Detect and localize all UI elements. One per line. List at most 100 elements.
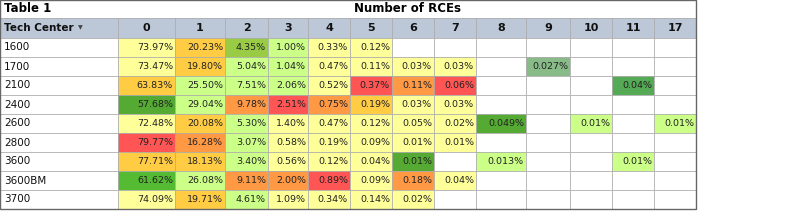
Bar bbox=[118, 133, 175, 152]
Text: 29.04%: 29.04% bbox=[187, 100, 223, 109]
Bar bbox=[0, 152, 118, 171]
Text: Table 1: Table 1 bbox=[4, 2, 51, 15]
Text: 3600: 3600 bbox=[4, 156, 30, 166]
Text: 3.07%: 3.07% bbox=[236, 138, 266, 147]
Text: 0.56%: 0.56% bbox=[276, 157, 306, 166]
Text: 2600: 2600 bbox=[4, 118, 30, 128]
Text: 0.33%: 0.33% bbox=[318, 43, 348, 52]
Bar bbox=[225, 133, 268, 152]
Bar bbox=[175, 18, 225, 38]
Bar bbox=[476, 38, 526, 57]
Text: 2400: 2400 bbox=[4, 99, 30, 109]
Text: 3700: 3700 bbox=[4, 194, 30, 204]
Bar bbox=[268, 114, 308, 133]
Text: 0.47%: 0.47% bbox=[318, 119, 348, 128]
Text: 16.28%: 16.28% bbox=[187, 138, 223, 147]
Text: 0.02%: 0.02% bbox=[444, 119, 474, 128]
Text: 61.62%: 61.62% bbox=[137, 176, 173, 185]
Bar bbox=[612, 152, 654, 171]
Text: 0.52%: 0.52% bbox=[318, 81, 348, 90]
Text: Tech Center: Tech Center bbox=[4, 23, 74, 33]
Bar bbox=[268, 171, 308, 190]
Bar bbox=[308, 76, 350, 95]
Bar bbox=[434, 190, 476, 209]
Text: 8: 8 bbox=[497, 23, 505, 33]
Text: 9.78%: 9.78% bbox=[236, 100, 266, 109]
Text: ▼: ▼ bbox=[78, 25, 82, 30]
Bar bbox=[434, 171, 476, 190]
Bar bbox=[526, 114, 570, 133]
Text: 1700: 1700 bbox=[4, 61, 30, 72]
Bar bbox=[612, 38, 654, 57]
Bar bbox=[308, 38, 350, 57]
Bar bbox=[0, 0, 696, 209]
Bar bbox=[570, 190, 612, 209]
Text: 0.09%: 0.09% bbox=[360, 176, 390, 185]
Text: Number of RCEs: Number of RCEs bbox=[354, 2, 461, 15]
Text: 0.03%: 0.03% bbox=[402, 62, 432, 71]
Bar bbox=[612, 18, 654, 38]
Bar bbox=[350, 95, 392, 114]
Text: 26.08%: 26.08% bbox=[187, 176, 223, 185]
Bar bbox=[392, 57, 434, 76]
Bar bbox=[308, 133, 350, 152]
Text: 0.11%: 0.11% bbox=[360, 62, 390, 71]
Bar bbox=[476, 133, 526, 152]
Bar bbox=[350, 38, 392, 57]
Bar bbox=[612, 57, 654, 76]
Bar bbox=[175, 190, 225, 209]
Text: 0.12%: 0.12% bbox=[318, 157, 348, 166]
Bar bbox=[118, 18, 175, 38]
Bar bbox=[434, 57, 476, 76]
Bar bbox=[175, 114, 225, 133]
Bar bbox=[526, 18, 570, 38]
Text: 7.51%: 7.51% bbox=[236, 81, 266, 90]
Bar bbox=[225, 38, 268, 57]
Text: 5: 5 bbox=[367, 23, 375, 33]
Bar bbox=[476, 57, 526, 76]
Bar bbox=[526, 171, 570, 190]
Bar bbox=[570, 133, 612, 152]
Bar bbox=[175, 76, 225, 95]
Bar bbox=[0, 57, 118, 76]
Bar bbox=[175, 152, 225, 171]
Text: 0.19%: 0.19% bbox=[360, 100, 390, 109]
Text: 2.51%: 2.51% bbox=[276, 100, 306, 109]
Text: 0: 0 bbox=[142, 23, 150, 33]
Text: 4.35%: 4.35% bbox=[236, 43, 266, 52]
Text: 11: 11 bbox=[626, 23, 641, 33]
Bar bbox=[175, 57, 225, 76]
Text: 19.71%: 19.71% bbox=[187, 195, 223, 204]
Bar bbox=[434, 152, 476, 171]
Bar bbox=[308, 95, 350, 114]
Text: 73.47%: 73.47% bbox=[137, 62, 173, 71]
Bar bbox=[392, 190, 434, 209]
Bar bbox=[570, 114, 612, 133]
Text: 9: 9 bbox=[544, 23, 552, 33]
Text: 18.13%: 18.13% bbox=[187, 157, 223, 166]
Bar bbox=[654, 38, 696, 57]
Text: 0.02%: 0.02% bbox=[402, 195, 432, 204]
Bar bbox=[225, 114, 268, 133]
Bar bbox=[268, 133, 308, 152]
Text: 6: 6 bbox=[409, 23, 417, 33]
Bar bbox=[118, 171, 175, 190]
Bar bbox=[526, 190, 570, 209]
Bar bbox=[570, 171, 612, 190]
Text: 17: 17 bbox=[667, 23, 682, 33]
Bar bbox=[308, 114, 350, 133]
Bar bbox=[570, 76, 612, 95]
Bar bbox=[308, 190, 350, 209]
Text: 2800: 2800 bbox=[4, 137, 30, 147]
Bar bbox=[268, 152, 308, 171]
Text: 0.75%: 0.75% bbox=[318, 100, 348, 109]
Text: 2.00%: 2.00% bbox=[276, 176, 306, 185]
Bar bbox=[392, 171, 434, 190]
Text: 0.58%: 0.58% bbox=[276, 138, 306, 147]
Bar bbox=[350, 76, 392, 95]
Bar bbox=[0, 38, 118, 57]
Bar bbox=[118, 38, 175, 57]
Text: 10: 10 bbox=[583, 23, 598, 33]
Text: 0.03%: 0.03% bbox=[444, 62, 474, 71]
Bar bbox=[526, 76, 570, 95]
